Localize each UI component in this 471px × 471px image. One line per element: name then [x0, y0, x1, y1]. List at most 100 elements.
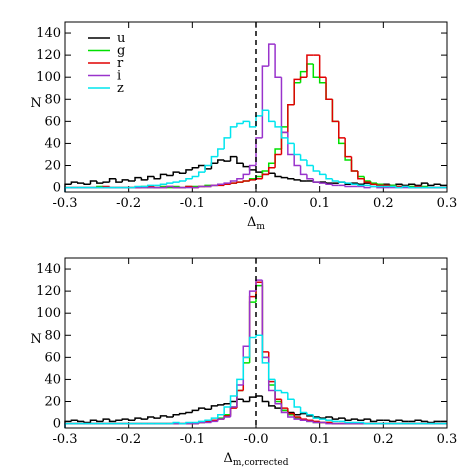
histogram-step — [363, 418, 371, 421]
histogram-step — [172, 421, 180, 424]
histogram-step — [242, 180, 250, 183]
histogram-step — [427, 421, 435, 424]
histogram-step — [274, 148, 282, 164]
y-tick-label: 80 — [44, 328, 61, 343]
histogram-step — [242, 120, 250, 124]
histogram-step — [306, 159, 314, 167]
x-axis-label: Δm,corrected — [224, 451, 289, 468]
histogram-step — [280, 399, 288, 409]
histogram-step — [223, 137, 231, 149]
x-tick-label: -0.3 — [52, 196, 77, 211]
histogram-step — [223, 159, 231, 162]
histogram-step — [376, 184, 384, 187]
y-tick-label: 20 — [44, 159, 61, 174]
histogram-step — [147, 175, 155, 180]
y-tick-label: 100 — [36, 306, 61, 321]
histogram-step — [236, 156, 244, 165]
histogram-step — [293, 178, 301, 181]
x-tick-label: -0.0 — [243, 196, 268, 211]
histogram-step — [197, 421, 206, 424]
histogram-step — [210, 405, 218, 410]
histogram-step — [280, 176, 288, 179]
histogram-step — [108, 178, 116, 183]
histogram-step — [331, 416, 339, 420]
histogram-step — [338, 121, 346, 139]
histogram-step — [318, 416, 327, 419]
histogram-step — [159, 415, 167, 419]
histogram-step — [248, 121, 256, 128]
histogram-step — [178, 172, 186, 174]
histogram-step — [261, 395, 269, 403]
histogram-step — [134, 176, 142, 181]
histogram-step — [166, 182, 174, 185]
histogram-step — [261, 65, 269, 138]
legend-label: u — [117, 31, 125, 46]
y-tick-label: 0 — [53, 181, 61, 196]
histogram-step — [350, 418, 358, 421]
x-axis-label-symbol: Δ — [224, 451, 233, 466]
histogram-step — [306, 420, 314, 423]
histogram-step — [357, 171, 365, 180]
x-tick-label: 0.2 — [373, 196, 394, 211]
histogram-step — [299, 412, 307, 415]
histogram-step — [280, 401, 288, 412]
histogram-step — [312, 178, 320, 183]
histogram-step — [223, 182, 231, 185]
histogram-step — [210, 420, 218, 423]
histogram-step — [217, 183, 225, 186]
histogram-step — [121, 179, 129, 183]
histogram-step — [248, 396, 256, 402]
x-axis-label-symbol: Δ — [247, 215, 256, 230]
histogram-step — [76, 420, 85, 423]
histogram-step — [185, 169, 193, 174]
histogram-step — [89, 180, 97, 185]
histogram-step — [331, 178, 339, 182]
histogram-step — [287, 410, 295, 414]
histogram-step — [248, 295, 256, 358]
histogram-step — [376, 419, 384, 422]
histogram-step — [312, 165, 320, 172]
histogram-step — [229, 126, 237, 138]
histogram-step — [267, 401, 276, 407]
histogram-step — [350, 159, 358, 172]
histogram-step — [89, 419, 97, 423]
histogram-step — [261, 335, 269, 364]
histogram-step — [210, 162, 218, 169]
histogram-step — [287, 104, 295, 127]
histogram-step — [102, 181, 110, 184]
histogram-step — [287, 177, 295, 180]
histogram-step — [274, 121, 282, 128]
histogram-step — [140, 418, 148, 420]
histogram-step — [408, 186, 416, 189]
histogram-step — [242, 345, 250, 385]
histogram-step — [357, 419, 365, 422]
histogram-step — [197, 171, 206, 177]
x-tick-label: -0.1 — [180, 196, 205, 211]
y-tick-label: 120 — [36, 284, 61, 299]
histogram-step — [325, 77, 333, 101]
histogram-step — [83, 183, 91, 186]
histogram-step — [261, 173, 269, 179]
histogram-step — [369, 182, 377, 186]
histogram-step — [395, 419, 403, 422]
histogram-step — [255, 334, 263, 338]
histogram-step — [369, 180, 377, 184]
histogram-step — [280, 131, 288, 155]
histogram-step — [357, 184, 365, 187]
histogram-step — [299, 179, 307, 182]
histogram-step — [172, 186, 180, 189]
histogram-step — [274, 405, 282, 409]
plot-frame — [64, 257, 448, 429]
histogram-step — [242, 356, 250, 380]
histogram-step — [414, 419, 422, 422]
histogram-step — [274, 44, 282, 78]
histogram-step — [267, 110, 276, 123]
histogram-step — [318, 55, 327, 78]
histogram-step — [350, 156, 358, 172]
histogram-step — [229, 395, 237, 408]
histogram-step — [229, 155, 237, 162]
histogram-step — [191, 409, 199, 413]
histogram-step — [306, 419, 314, 422]
legend-label: g — [117, 44, 125, 59]
